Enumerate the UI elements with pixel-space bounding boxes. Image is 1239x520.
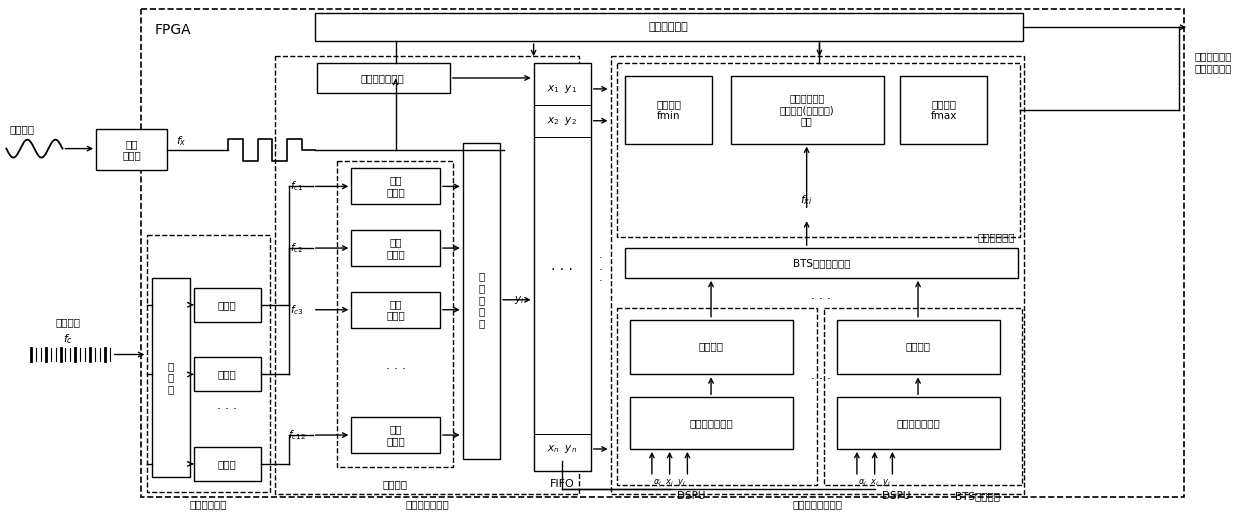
Text: 高速
比较器: 高速 比较器 <box>123 139 141 160</box>
FancyBboxPatch shape <box>631 397 793 449</box>
Text: DSPU: DSPU <box>678 491 705 501</box>
Text: $f_{c12}$: $f_{c12}$ <box>287 428 306 442</box>
FancyBboxPatch shape <box>838 320 1000 374</box>
Text: 锁相环: 锁相环 <box>218 459 237 469</box>
Text: · · ·: · · · <box>812 373 831 386</box>
FancyBboxPatch shape <box>617 308 817 485</box>
Text: 时基
计数器: 时基 计数器 <box>387 176 405 197</box>
Text: 线性调频信号
频率参数输出: 线性调频信号 频率参数输出 <box>1194 51 1232 73</box>
Text: FPGA: FPGA <box>154 23 191 37</box>
FancyBboxPatch shape <box>611 56 1025 494</box>
Text: ·
·
·: · · · <box>598 253 602 287</box>
Text: 锁相环: 锁相环 <box>218 300 237 310</box>
Text: 时基
计数器: 时基 计数器 <box>387 299 405 320</box>
FancyBboxPatch shape <box>617 63 1020 237</box>
FancyBboxPatch shape <box>352 292 440 328</box>
FancyBboxPatch shape <box>824 308 1021 485</box>
Text: $x_n$  $y_n$: $x_n$ $y_n$ <box>548 443 577 455</box>
Text: 调频参数计算: 调频参数计算 <box>978 232 1015 242</box>
FancyBboxPatch shape <box>901 76 987 144</box>
Text: $f_{c3}$: $f_{c3}$ <box>290 303 304 317</box>
Text: 时钟插值单元: 时钟插值单元 <box>190 499 227 509</box>
Text: 锁
相
环: 锁 相 环 <box>167 361 173 394</box>
Text: · · ·: · · · <box>385 363 405 376</box>
FancyBboxPatch shape <box>731 76 883 144</box>
Text: · · ·: · · · <box>812 293 831 306</box>
Text: $f_x$: $f_x$ <box>176 134 186 148</box>
Text: 累加和乘法单元: 累加和乘法单元 <box>689 418 733 428</box>
FancyBboxPatch shape <box>315 14 1022 41</box>
FancyBboxPatch shape <box>631 320 793 374</box>
Text: 并
行
加
法
器: 并 行 加 法 器 <box>478 271 484 328</box>
Text: $\alpha_i$  $x_i$  $y_i$: $\alpha_i$ $x_i$ $y_i$ <box>857 477 891 488</box>
Text: 系数求解: 系数求解 <box>906 342 930 352</box>
FancyBboxPatch shape <box>147 235 270 492</box>
Text: 控制逻辑单元: 控制逻辑单元 <box>649 22 689 32</box>
Text: · · ·: · · · <box>551 263 574 277</box>
Text: 被测信号: 被测信号 <box>9 124 35 134</box>
FancyBboxPatch shape <box>352 230 440 266</box>
Text: FIFO: FIFO <box>550 479 575 489</box>
Text: $f_{xi}$: $f_{xi}$ <box>800 193 813 207</box>
Text: 计数器组: 计数器组 <box>382 479 408 489</box>
Text: 时基
计数器: 时基 计数器 <box>387 237 405 259</box>
FancyBboxPatch shape <box>337 161 452 467</box>
FancyBboxPatch shape <box>352 417 440 453</box>
FancyBboxPatch shape <box>626 76 712 144</box>
Text: 参数拟合计算单元: 参数拟合计算单元 <box>793 499 843 509</box>
Text: 计数和存储单元: 计数和存储单元 <box>405 499 449 509</box>
FancyBboxPatch shape <box>141 9 1184 497</box>
Text: 锁相环: 锁相环 <box>218 369 237 380</box>
FancyBboxPatch shape <box>626 248 1017 278</box>
Text: 时基
计数器: 时基 计数器 <box>387 424 405 446</box>
Text: $\alpha_i$  $x_i$  $y_i$: $\alpha_i$ $x_i$ $y_i$ <box>653 477 686 488</box>
Text: DSPU: DSPU <box>882 491 911 501</box>
FancyBboxPatch shape <box>275 56 579 494</box>
Text: $f_c$: $f_c$ <box>63 333 73 346</box>
Text: 线性调频信号
扫频速度(调频系数)
计算: 线性调频信号 扫频速度(调频系数) 计算 <box>779 93 834 126</box>
FancyBboxPatch shape <box>534 63 591 471</box>
FancyBboxPatch shape <box>317 63 450 93</box>
Text: 参考时钟: 参考时钟 <box>56 318 81 328</box>
Text: BTS频率计算: BTS频率计算 <box>955 491 1000 501</box>
Text: · · ·: · · · <box>217 402 237 415</box>
Text: $x_2$  $y_2$: $x_2$ $y_2$ <box>548 115 577 127</box>
Text: $x_1$  $y_1$: $x_1$ $y_1$ <box>548 83 577 95</box>
Text: 最大频率
fmax: 最大频率 fmax <box>930 99 957 121</box>
Text: $y_i$: $y_i$ <box>514 294 524 306</box>
Text: BTS平均频率计算: BTS平均频率计算 <box>793 258 850 268</box>
FancyBboxPatch shape <box>352 168 440 204</box>
FancyBboxPatch shape <box>462 142 501 459</box>
FancyBboxPatch shape <box>193 288 260 322</box>
FancyBboxPatch shape <box>152 278 190 477</box>
Text: 被测信号计数器: 被测信号计数器 <box>361 73 405 83</box>
Text: 系数求解: 系数求解 <box>699 342 724 352</box>
Text: $f_{c1}$: $f_{c1}$ <box>290 179 304 193</box>
FancyBboxPatch shape <box>193 447 260 481</box>
Text: 累加和乘法单元: 累加和乘法单元 <box>896 418 940 428</box>
FancyBboxPatch shape <box>838 397 1000 449</box>
FancyBboxPatch shape <box>193 357 260 391</box>
Text: $f_{c2}$: $f_{c2}$ <box>290 241 304 255</box>
Text: 最小频率
fmin: 最小频率 fmin <box>657 99 681 121</box>
FancyBboxPatch shape <box>95 129 167 171</box>
